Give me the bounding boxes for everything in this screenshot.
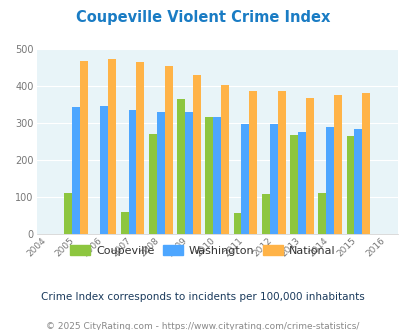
Bar — [233, 213, 241, 234]
Bar — [120, 212, 128, 234]
Bar — [297, 132, 305, 234]
Bar — [221, 84, 228, 234]
Bar — [325, 127, 333, 234]
Bar — [277, 91, 285, 234]
Bar — [177, 99, 185, 234]
Bar — [156, 112, 164, 234]
Bar — [72, 107, 80, 234]
Bar — [128, 111, 136, 234]
Bar — [149, 134, 156, 234]
Bar — [64, 192, 72, 234]
Legend: Coupeville, Washington, National: Coupeville, Washington, National — [66, 241, 339, 260]
Bar — [241, 124, 249, 234]
Bar — [333, 95, 341, 234]
Bar — [205, 117, 213, 234]
Bar — [100, 106, 108, 234]
Text: Coupeville Violent Crime Index: Coupeville Violent Crime Index — [76, 10, 329, 25]
Bar — [108, 59, 116, 234]
Text: Crime Index corresponds to incidents per 100,000 inhabitants: Crime Index corresponds to incidents per… — [41, 292, 364, 302]
Bar — [289, 135, 297, 234]
Bar — [345, 136, 354, 234]
Bar — [192, 75, 200, 234]
Bar — [305, 98, 313, 234]
Bar — [354, 129, 361, 234]
Text: © 2025 CityRating.com - https://www.cityrating.com/crime-statistics/: © 2025 CityRating.com - https://www.city… — [46, 322, 359, 330]
Bar — [318, 193, 325, 234]
Bar — [249, 91, 257, 234]
Bar — [136, 62, 144, 234]
Bar — [361, 93, 369, 234]
Bar — [185, 112, 192, 234]
Bar — [213, 117, 221, 234]
Bar — [80, 61, 88, 234]
Bar — [164, 66, 172, 234]
Bar — [261, 194, 269, 234]
Bar — [269, 124, 277, 234]
